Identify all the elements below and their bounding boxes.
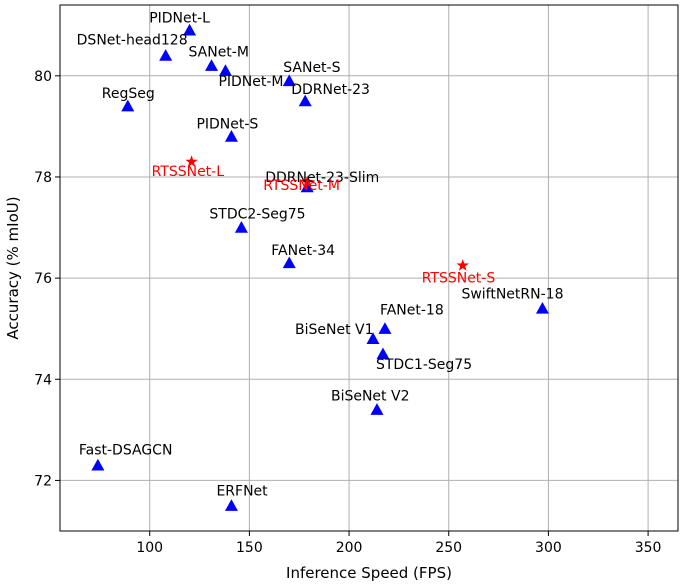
grid bbox=[60, 5, 678, 531]
triangle-marker-erfnet bbox=[224, 499, 238, 511]
triangle-marker-fanet-34 bbox=[282, 256, 296, 269]
point-label-dsnet-head128: DSNet-head128 bbox=[77, 33, 188, 49]
triangle-marker-regseg bbox=[121, 99, 135, 112]
x-tick-label: 200 bbox=[336, 540, 363, 556]
point-label-rtssnet-s: RTSSNet-S bbox=[422, 270, 496, 286]
y-tick-label: 80 bbox=[34, 69, 52, 85]
y-tick-label: 74 bbox=[34, 372, 52, 388]
triangle-marker-pidnet-s bbox=[224, 130, 238, 142]
triangle-marker-sanet-m bbox=[205, 59, 219, 71]
y-axis-ticks: 72 74 76 78 80 bbox=[34, 69, 60, 489]
point-label-erfnet: ERFNet bbox=[216, 484, 268, 500]
point-label-fanet-34: FANet-34 bbox=[271, 243, 335, 259]
plot-frame bbox=[59, 4, 679, 532]
triangle-marker-ddrnet-23 bbox=[298, 94, 312, 107]
point-label-ddrnet-23-slim: DDRNet-23-Slim bbox=[265, 170, 379, 186]
point-label-pidnet-l: PIDNet-L bbox=[149, 10, 210, 26]
point-label-swiftnetrn-18: SwiftNetRN-18 bbox=[461, 286, 563, 302]
star-marker-rtssnet-l bbox=[185, 155, 198, 167]
x-tick-label: 250 bbox=[435, 540, 462, 556]
star-marker-rtssnet-s bbox=[456, 259, 469, 271]
star-marker-rtssnet-m bbox=[301, 175, 314, 188]
y-tick-label: 76 bbox=[34, 271, 52, 287]
point-label-bisenet-v2: BiSeNet V2 bbox=[331, 389, 410, 405]
data-points bbox=[91, 23, 549, 511]
y-axis-label: Accuracy (% mIoU) bbox=[4, 196, 22, 339]
triangle-marker-sanet-s bbox=[282, 74, 296, 87]
y-tick-label: 72 bbox=[34, 473, 52, 489]
triangle-marker-ddrnet-23-slim bbox=[300, 180, 314, 193]
point-label-pidnet-m: PIDNet-M bbox=[218, 74, 283, 90]
x-tick-label: 300 bbox=[535, 540, 562, 556]
point-label-bisenet-v1: BiSeNet V1 bbox=[295, 322, 374, 338]
triangle-marker-bisenet-v1 bbox=[366, 332, 380, 345]
x-tick-label: 350 bbox=[635, 540, 662, 556]
triangle-marker-bisenet-v2 bbox=[370, 403, 384, 415]
point-label-pidnet-s: PIDNet-S bbox=[196, 117, 258, 133]
point-label-rtssnet-l: RTSSNet-L bbox=[152, 164, 225, 180]
point-label-sanet-s: SANet-S bbox=[283, 60, 340, 76]
triangle-marker-pidnet-l bbox=[183, 23, 197, 36]
x-tick-label: 100 bbox=[136, 540, 163, 556]
y-tick-label: 78 bbox=[34, 170, 52, 186]
triangle-marker-pidnet-m bbox=[218, 64, 232, 76]
triangle-marker-fanet-18 bbox=[378, 322, 392, 334]
point-label-fanet-18: FANet-18 bbox=[380, 303, 444, 319]
point-label-stdc1-seg75: STDC1-Seg75 bbox=[376, 357, 472, 373]
triangle-marker-fast-dsagcn bbox=[91, 458, 105, 471]
point-label-sanet-m: SANet-M bbox=[189, 45, 249, 61]
point-label-rtssnet-m: RTSSNet-M bbox=[263, 178, 340, 194]
triangle-marker-stdc2-seg75 bbox=[234, 221, 248, 233]
point-label-ddrnet-23: DDRNet-23 bbox=[291, 82, 370, 98]
x-axis-label: Inference Speed (FPS) bbox=[286, 564, 452, 582]
triangle-marker-dsnet-head128 bbox=[159, 49, 173, 61]
triangle-marker-stdc1-seg75 bbox=[376, 347, 390, 360]
x-axis-ticks: 100 150 200 250 300 350 bbox=[136, 531, 661, 556]
point-label-stdc2-seg75: STDC2-Seg75 bbox=[209, 207, 305, 223]
x-tick-label: 150 bbox=[236, 540, 263, 556]
triangle-marker-swiftnetrn-18 bbox=[535, 301, 549, 314]
point-label-fast-dsagcn: Fast-DSAGCN bbox=[79, 442, 173, 458]
point-label-regseg: RegSeg bbox=[102, 86, 155, 102]
